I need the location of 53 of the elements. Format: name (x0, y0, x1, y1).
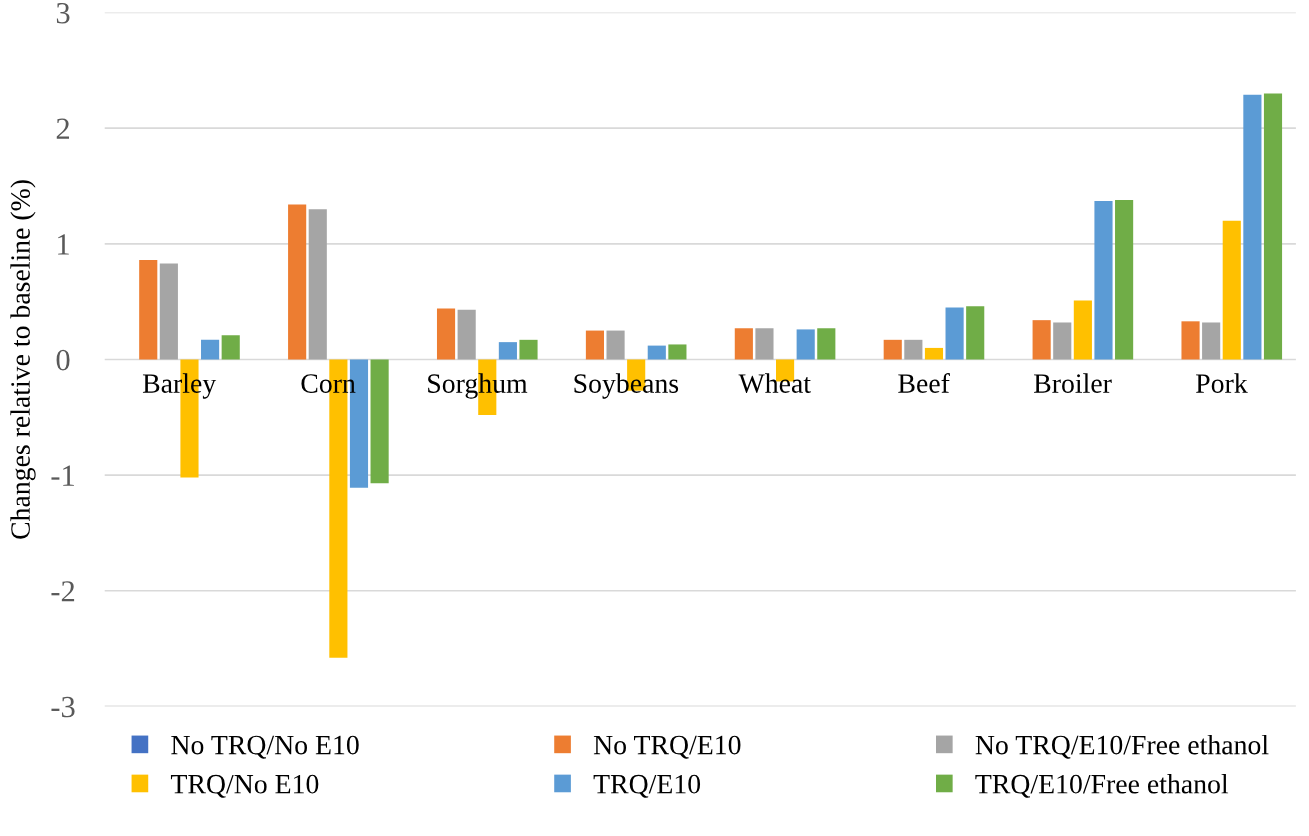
bar (519, 339, 538, 360)
bar (966, 306, 985, 360)
bar (1073, 300, 1092, 360)
legend-label: No TRQ/No E10 (171, 735, 359, 759)
bar (139, 260, 158, 360)
bar (1263, 93, 1283, 360)
bar (288, 204, 307, 360)
x-tick-label: Pork (1196, 373, 1248, 393)
x-tick-label: Beef (898, 373, 950, 393)
y-tick-label: 1 (58, 234, 69, 255)
bar (817, 328, 836, 360)
y-tick-label: -1 (51, 465, 74, 486)
legend-label: TRQ/E10/Free ethanol (975, 773, 1229, 798)
bar (159, 263, 178, 360)
bar (734, 328, 753, 360)
legend-label: TRQ/No E10 (170, 774, 319, 798)
bar (498, 342, 517, 360)
bar (945, 307, 964, 360)
legend-label: No TRQ/E10 (593, 735, 741, 759)
bar (436, 308, 456, 360)
bar (755, 328, 774, 360)
legend-label: No TRQ/E10/Free ethanol (975, 734, 1269, 759)
bar (201, 339, 220, 360)
bar (1115, 199, 1134, 360)
y-axis-title: Changes relative to baseline (%) (10, 180, 36, 539)
y-tick-label: -3 (51, 696, 75, 718)
y-tick-label: 3 (56, 2, 70, 24)
bar (1181, 321, 1200, 360)
bar (1243, 94, 1262, 360)
bar (308, 209, 327, 360)
x-tick-label: Soybeans (574, 373, 679, 399)
legend-label: TRQ/E10 (593, 774, 701, 798)
bar (585, 330, 605, 360)
y-tick-label: 0 (56, 349, 70, 371)
y-tick-label: 2 (56, 118, 70, 139)
bar (1222, 220, 1241, 360)
bar (221, 335, 240, 360)
bar (370, 359, 389, 484)
y-tick-label: -2 (51, 581, 75, 602)
bar (668, 344, 687, 360)
bar (1032, 320, 1051, 360)
x-tick-label: Broiler (1034, 373, 1112, 393)
bar (606, 330, 625, 360)
bar (904, 339, 923, 360)
bar (924, 347, 944, 360)
bar (1053, 322, 1072, 360)
x-tick-label: Wheat (738, 373, 811, 394)
bar (457, 309, 476, 360)
bar (1202, 322, 1221, 360)
bar (796, 329, 815, 360)
bar (1094, 201, 1113, 360)
bar (647, 345, 666, 360)
bar (883, 339, 902, 360)
